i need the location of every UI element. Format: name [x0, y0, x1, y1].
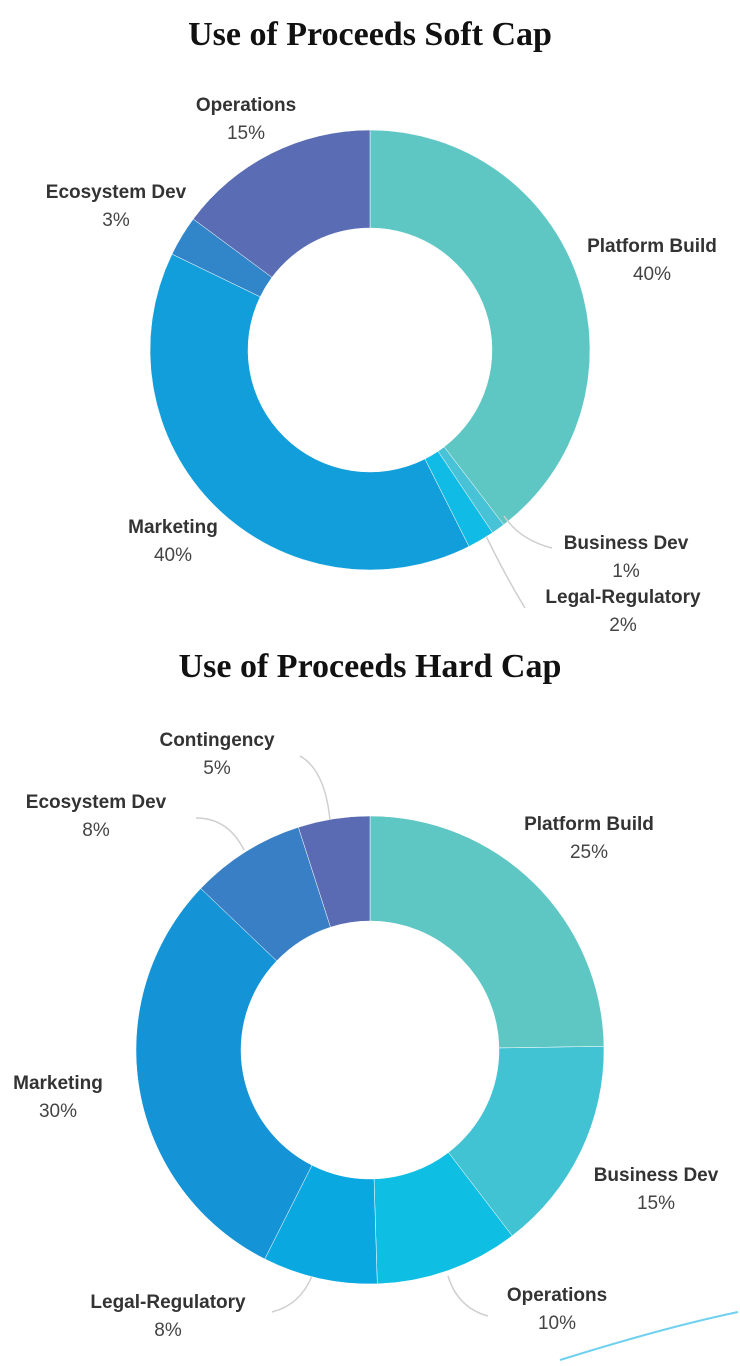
leader-line-legal-regulatory — [271, 1275, 313, 1313]
slice-value-contingency: 5% — [203, 758, 231, 779]
slice-platform-build — [369, 129, 591, 526]
leader-line-legal-regulatory — [485, 535, 526, 609]
slice-label-business-dev: Business Dev — [594, 1165, 719, 1186]
slice-label-ecosystem-dev: Ecosystem Dev — [46, 182, 187, 203]
slice-value-platform-build: 25% — [570, 842, 608, 863]
donut-chart-soft-cap: Platform Build 40% Business Dev 1% Legal-Reg… — [46, 95, 717, 636]
leader-line-business-dev — [503, 515, 553, 549]
slice-value-marketing: 40% — [154, 545, 192, 566]
slice-label-operations: Operations — [196, 95, 296, 116]
slice-value-ecosystem-dev: 3% — [102, 210, 130, 231]
slice-marketing — [149, 253, 470, 571]
donut-chart-hard-cap: Platform Build 25% Business Dev 15% Operatio… — [13, 730, 719, 1341]
leader-line-operations — [447, 1275, 489, 1317]
slice-label-legal-regulatory: Legal-Regulatory — [90, 1292, 246, 1313]
slice-operations — [192, 129, 371, 278]
slice-value-legal-regulatory: 2% — [609, 615, 637, 636]
slice-value-platform-build: 40% — [633, 264, 671, 285]
slice-value-business-dev: 1% — [612, 561, 640, 582]
slice-label-ecosystem-dev: Ecosystem Dev — [26, 792, 167, 813]
slice-business-dev — [448, 1046, 605, 1237]
slice-value-operations: 10% — [538, 1313, 576, 1334]
slice-platform-build — [369, 815, 605, 1049]
slice-label-platform-build: Platform Build — [524, 814, 654, 835]
slice-value-operations: 15% — [227, 123, 265, 144]
slice-label-marketing: Marketing — [128, 517, 218, 538]
slice-label-business-dev: Business Dev — [564, 533, 689, 554]
leader-line-ecosystem-dev — [195, 817, 245, 851]
slice-marketing — [135, 888, 313, 1260]
leader-line-contingency — [299, 755, 331, 821]
slice-label-operations: Operations — [507, 1285, 607, 1306]
slice-contingency — [298, 815, 371, 928]
slice-value-business-dev: 15% — [637, 1193, 675, 1214]
slice-label-marketing: Marketing — [13, 1073, 103, 1094]
decorative-swoosh — [559, 1311, 739, 1361]
slice-label-contingency: Contingency — [159, 730, 274, 751]
slice-value-legal-regulatory: 8% — [154, 1320, 182, 1341]
slice-value-marketing: 30% — [39, 1101, 77, 1122]
chart-title-hard-cap: Use of Proceeds Hard Cap — [178, 648, 562, 685]
slice-value-ecosystem-dev: 8% — [82, 820, 110, 841]
chart-title-soft-cap: Use of Proceeds Soft Cap — [188, 16, 552, 53]
slice-label-platform-build: Platform Build — [587, 236, 717, 257]
slice-label-legal-regulatory: Legal-Regulatory — [545, 587, 701, 608]
